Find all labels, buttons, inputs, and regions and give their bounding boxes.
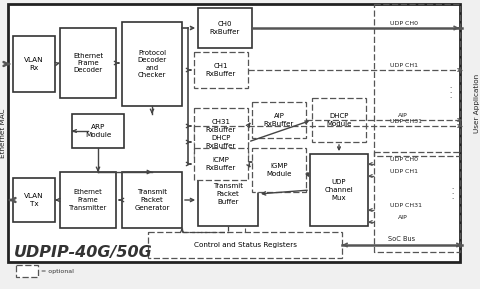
Text: CH0
RxBuffer: CH0 RxBuffer bbox=[210, 21, 240, 35]
Text: AIP
RxBuffer: AIP RxBuffer bbox=[264, 113, 294, 127]
Bar bbox=[252, 148, 306, 192]
Bar bbox=[374, 4, 460, 156]
Text: CH1
RxBuffer: CH1 RxBuffer bbox=[206, 63, 236, 77]
Text: UDP CH0: UDP CH0 bbox=[390, 21, 418, 26]
Text: Control and Status Registers: Control and Status Registers bbox=[193, 242, 297, 248]
Text: SoC Bus: SoC Bus bbox=[388, 236, 416, 242]
Text: UDP CH0: UDP CH0 bbox=[390, 157, 418, 162]
Text: User Application: User Application bbox=[474, 73, 480, 133]
Bar bbox=[194, 52, 248, 88]
Text: VLAN
Tx: VLAN Tx bbox=[24, 193, 44, 207]
Text: IGMP
Module: IGMP Module bbox=[266, 163, 292, 177]
Text: ·
·
·: · · · bbox=[449, 85, 451, 101]
Text: ARP
Module: ARP Module bbox=[85, 124, 111, 138]
Text: Transmit
Packet
Buffer: Transmit Packet Buffer bbox=[213, 184, 243, 205]
Text: Ethernet
Frame
Transmitter: Ethernet Frame Transmitter bbox=[69, 190, 107, 210]
Text: DHCP
RxBuffer: DHCP RxBuffer bbox=[206, 135, 236, 149]
Text: ICMP
RxBuffer: ICMP RxBuffer bbox=[206, 157, 236, 171]
Bar bbox=[60, 172, 116, 228]
Text: DHCP
Module: DHCP Module bbox=[326, 113, 352, 127]
Bar bbox=[310, 154, 368, 226]
Text: UDP CH31: UDP CH31 bbox=[390, 119, 422, 124]
Text: Transmit
Packet
Generator: Transmit Packet Generator bbox=[134, 190, 170, 210]
Bar bbox=[8, 4, 460, 262]
Bar bbox=[198, 8, 252, 48]
Text: AIP: AIP bbox=[398, 215, 408, 220]
Text: = optional: = optional bbox=[41, 268, 74, 273]
Text: UDP CH1: UDP CH1 bbox=[390, 169, 418, 174]
Text: AIP: AIP bbox=[398, 113, 408, 118]
Text: CH31
RxBuffer: CH31 RxBuffer bbox=[206, 119, 236, 133]
Bar bbox=[198, 162, 258, 226]
Text: VLAN
Rx: VLAN Rx bbox=[24, 57, 44, 71]
Bar bbox=[122, 22, 182, 106]
Text: UDP CH1: UDP CH1 bbox=[390, 63, 418, 68]
Bar bbox=[13, 36, 55, 92]
Bar bbox=[252, 102, 306, 138]
Text: Ethernet MAC: Ethernet MAC bbox=[0, 108, 6, 158]
Bar bbox=[148, 232, 342, 258]
Text: Protocol
Decoder
and
Checker: Protocol Decoder and Checker bbox=[137, 50, 167, 78]
Bar bbox=[194, 126, 248, 158]
Bar bbox=[312, 98, 366, 142]
Bar bbox=[194, 108, 248, 144]
Bar bbox=[16, 265, 38, 277]
Text: UDP
Channel
Mux: UDP Channel Mux bbox=[324, 179, 353, 201]
Bar bbox=[122, 172, 182, 228]
Bar bbox=[374, 152, 460, 252]
Bar bbox=[194, 148, 248, 180]
Text: ·
·
·: · · · bbox=[451, 186, 453, 202]
Bar bbox=[60, 28, 116, 98]
Bar bbox=[72, 114, 124, 148]
Bar bbox=[13, 178, 55, 222]
Text: UDP CH31: UDP CH31 bbox=[390, 203, 422, 208]
Text: UDPIP-40G/50G: UDPIP-40G/50G bbox=[14, 245, 153, 260]
Text: Ethernet
Frame
Decoder: Ethernet Frame Decoder bbox=[73, 53, 103, 73]
